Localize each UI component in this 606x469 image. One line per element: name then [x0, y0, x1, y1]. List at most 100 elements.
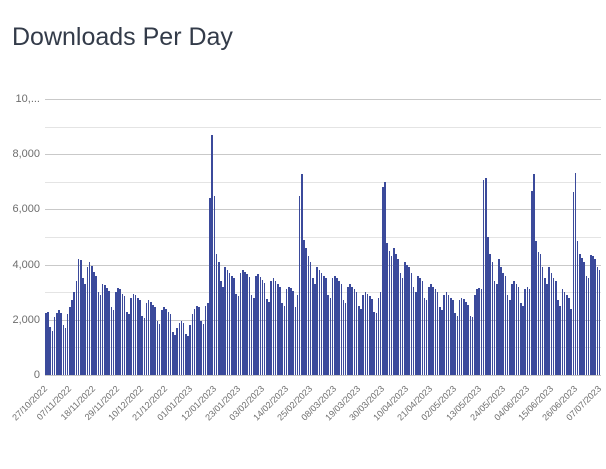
bar[interactable] [231, 275, 233, 375]
bar[interactable] [320, 272, 323, 375]
bar[interactable] [565, 294, 568, 375]
bar[interactable] [49, 326, 51, 375]
bar[interactable] [215, 253, 218, 375]
bar[interactable] [47, 311, 49, 375]
bar[interactable] [443, 294, 445, 375]
bar[interactable] [58, 310, 60, 375]
bar[interactable] [196, 306, 198, 375]
bar[interactable] [274, 281, 277, 375]
bar[interactable] [169, 314, 172, 375]
bar[interactable] [82, 278, 84, 375]
bar[interactable] [71, 300, 73, 375]
bar[interactable] [541, 267, 544, 375]
bar[interactable] [237, 296, 240, 375]
bar[interactable] [585, 275, 588, 375]
bar[interactable] [235, 293, 238, 375]
bar[interactable] [189, 325, 192, 375]
bar[interactable] [452, 300, 454, 375]
bar[interactable] [384, 181, 386, 375]
bar[interactable] [408, 267, 410, 375]
bar[interactable] [250, 294, 253, 375]
bar[interactable] [222, 286, 224, 375]
bar[interactable] [268, 301, 270, 375]
bar[interactable] [309, 261, 312, 375]
bar[interactable] [283, 306, 286, 375]
bar[interactable] [454, 312, 456, 375]
bar[interactable] [242, 270, 244, 375]
bar[interactable] [487, 237, 489, 375]
bar[interactable] [412, 286, 415, 375]
bar[interactable] [360, 308, 362, 375]
bar[interactable] [382, 187, 384, 375]
bar[interactable] [187, 336, 189, 375]
bar[interactable] [80, 260, 82, 375]
bar[interactable] [106, 288, 108, 375]
bar[interactable] [123, 296, 126, 375]
bar[interactable] [449, 297, 452, 375]
bar[interactable] [323, 275, 325, 375]
bar[interactable] [174, 334, 176, 375]
bar[interactable] [66, 314, 69, 375]
bar[interactable] [73, 292, 76, 375]
bar[interactable] [504, 275, 507, 375]
bar[interactable] [555, 281, 557, 375]
bar[interactable] [314, 283, 316, 375]
bar[interactable] [471, 317, 474, 375]
bar[interactable] [145, 303, 148, 375]
bar[interactable] [136, 297, 139, 375]
bar[interactable] [480, 289, 483, 375]
bar[interactable] [110, 307, 113, 375]
bar[interactable] [425, 300, 428, 375]
bar[interactable] [552, 278, 555, 375]
bar[interactable] [340, 283, 343, 375]
bar[interactable] [524, 289, 526, 375]
bar[interactable] [248, 277, 251, 375]
bar[interactable] [104, 285, 106, 375]
bar[interactable] [244, 271, 246, 375]
bar[interactable] [290, 288, 292, 375]
bar[interactable] [362, 294, 364, 375]
bar[interactable] [386, 242, 389, 375]
bar[interactable] [228, 272, 231, 375]
bar[interactable] [217, 261, 220, 375]
bar[interactable] [152, 304, 154, 375]
bar[interactable] [255, 275, 257, 375]
bar[interactable] [476, 289, 478, 375]
bar[interactable] [239, 272, 242, 375]
bar[interactable] [97, 292, 100, 375]
bar[interactable] [434, 289, 437, 375]
bar[interactable] [467, 304, 470, 375]
bar[interactable] [509, 300, 511, 375]
bar[interactable] [506, 294, 509, 375]
bar[interactable] [296, 294, 299, 375]
bar[interactable] [292, 290, 294, 375]
bar[interactable] [465, 301, 467, 375]
bar[interactable] [366, 293, 369, 375]
bar[interactable] [546, 283, 548, 375]
bar[interactable] [257, 274, 259, 375]
bar[interactable] [90, 265, 93, 375]
bar[interactable] [410, 272, 413, 375]
bar[interactable] [594, 259, 596, 375]
bar[interactable] [53, 317, 56, 375]
bar[interactable] [347, 286, 349, 375]
bar[interactable] [526, 286, 529, 375]
bar[interactable] [182, 322, 185, 375]
bar[interactable] [112, 310, 115, 375]
bar[interactable] [502, 272, 505, 375]
bar[interactable] [305, 248, 308, 375]
bar[interactable] [266, 299, 268, 375]
bar[interactable] [414, 292, 417, 375]
bar[interactable] [156, 321, 159, 375]
bar[interactable] [178, 322, 181, 375]
bar[interactable] [353, 289, 356, 375]
bar[interactable] [338, 281, 340, 375]
bar[interactable] [119, 289, 121, 375]
bar[interactable] [368, 296, 371, 375]
bar[interactable] [121, 293, 124, 375]
bar[interactable] [395, 253, 397, 375]
bar[interactable] [561, 289, 564, 375]
bar[interactable] [533, 174, 535, 375]
bar[interactable] [331, 278, 334, 375]
bar[interactable] [307, 256, 310, 375]
